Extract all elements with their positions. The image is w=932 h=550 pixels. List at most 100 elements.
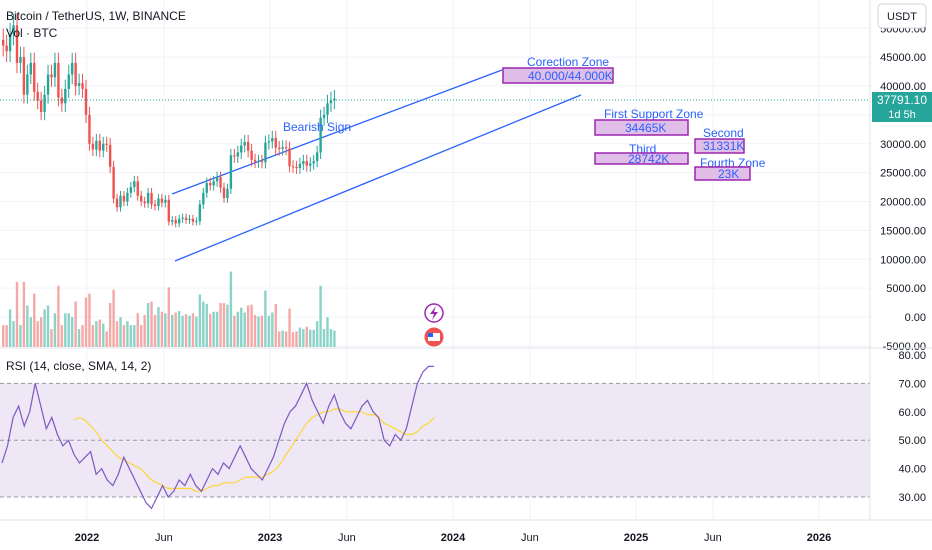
volume-bar: [36, 321, 39, 347]
first-support-box[interactable]: [594, 119, 689, 136]
volume-bar: [160, 311, 164, 347]
currency-button[interactable]: [877, 3, 927, 29]
volume-bar: [167, 287, 170, 347]
candle-body: [133, 181, 136, 188]
fourth-support-box[interactable]: [694, 166, 751, 181]
candle-body: [236, 152, 239, 157]
volume-bar: [71, 317, 74, 347]
candle-body: [219, 177, 222, 188]
symbol-title[interactable]: Bitcoin / TetherUS, 1W, BINANCE: [6, 9, 186, 23]
candle-body: [64, 88, 67, 104]
candle-body: [267, 141, 271, 143]
event-badge-dividends[interactable]: [423, 326, 445, 348]
volume-bar: [46, 305, 50, 347]
volume-bar: [102, 323, 105, 347]
volume-bar: [184, 314, 188, 347]
volume-bar: [174, 312, 177, 347]
candle-body: [136, 181, 139, 196]
candle-body: [257, 161, 260, 163]
price-tick-label: 10000.00: [880, 254, 926, 266]
candle-body: [174, 219, 177, 224]
volume-bar: [329, 329, 333, 347]
annotation-correction-value[interactable]: 40.000/44.000K: [528, 69, 613, 83]
candle-body: [39, 100, 43, 112]
candle-body: [250, 150, 253, 160]
candle-body: [108, 144, 112, 167]
volume-bar: [8, 309, 12, 347]
rsi-sma-line: [73, 408, 435, 492]
candle-body: [274, 137, 277, 148]
volume-bar: [129, 325, 133, 347]
volume-bar: [215, 311, 219, 347]
candle-body: [143, 201, 146, 204]
candle-body: [229, 155, 233, 189]
annotation-first-support-title[interactable]: First Support Zone: [604, 107, 704, 121]
candle-body: [140, 195, 143, 202]
annotation-bearish-sign[interactable]: Bearish Sign: [283, 120, 351, 134]
volume-bar: [222, 303, 226, 347]
volume-bar: [305, 326, 308, 347]
second-support-box[interactable]: [694, 138, 745, 154]
candle-body: [281, 147, 284, 149]
volume-bar: [77, 329, 81, 347]
currency-button-label[interactable]: USDT: [887, 11, 917, 23]
candle-body: [2, 39, 5, 46]
candle-body: [284, 147, 288, 149]
volume-bar: [88, 293, 91, 347]
volume-bar: [284, 331, 288, 347]
annotation-second-value[interactable]: 31331K: [703, 139, 744, 153]
volume-bar: [64, 313, 67, 347]
volume-bar: [198, 294, 202, 347]
volume-bar: [140, 325, 143, 347]
candle-body: [322, 114, 326, 118]
candle-body: [319, 117, 322, 153]
volume-bar: [33, 293, 36, 347]
volume-bar: [84, 297, 88, 347]
candle-body: [205, 183, 208, 193]
candle-body: [126, 192, 129, 202]
candle-body: [91, 143, 95, 150]
candle-body: [181, 217, 184, 219]
volume-bar: [105, 331, 108, 347]
candle-body: [315, 152, 319, 162]
annotation-fourth-value[interactable]: 23K: [718, 167, 739, 181]
candle-body: [222, 187, 226, 199]
candle-body: [129, 187, 133, 193]
annotation-correction-title[interactable]: Corection Zone: [527, 55, 609, 69]
candle-body: [26, 74, 29, 95]
volume-bar: [136, 313, 139, 347]
time-tick-label: 2025: [624, 532, 648, 544]
volume-bar: [271, 312, 274, 347]
candle-body: [209, 183, 212, 186]
candle-body: [105, 143, 108, 145]
annotation-first-support-value[interactable]: 34465K: [625, 121, 666, 135]
candle-body: [115, 198, 119, 208]
event-badge-lightning[interactable]: [424, 303, 444, 323]
volume-bar: [177, 310, 181, 347]
time-tick-label: 2022: [75, 532, 99, 544]
rsi-label[interactable]: RSI (14, close, SMA, 14, 2): [6, 359, 151, 373]
third-support-box[interactable]: [594, 152, 689, 165]
countdown-value: 1d 5h: [888, 109, 916, 121]
volume-label[interactable]: Vol · BTC: [6, 26, 58, 40]
volume-bar: [157, 307, 160, 347]
volume-bar: [219, 303, 222, 347]
candle-body: [46, 74, 50, 95]
candle-body: [81, 83, 84, 89]
correction-zone-box[interactable]: [502, 67, 614, 84]
annotation-third-value[interactable]: 28742K: [628, 152, 669, 166]
rsi-line: [1, 365, 434, 510]
price-tick-label: -5000.00: [883, 341, 926, 353]
candle-body: [198, 204, 202, 222]
current-price-badge: [872, 92, 932, 122]
candle-body: [278, 147, 281, 149]
candle-body: [326, 103, 329, 115]
candle-body: [305, 161, 308, 166]
annotation-second-title[interactable]: Second: [703, 126, 744, 140]
volume-bar: [171, 314, 174, 347]
volume-bar: [181, 315, 184, 347]
volume-bar: [333, 330, 336, 347]
volume-bar: [209, 314, 212, 347]
